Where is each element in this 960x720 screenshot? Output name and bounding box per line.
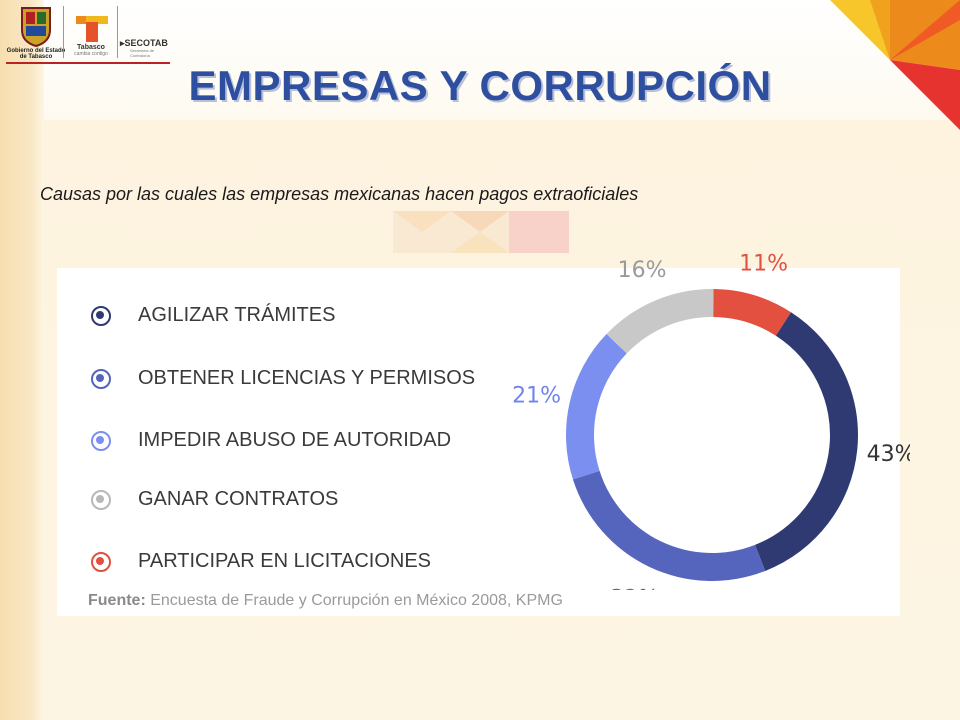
secotab-logo-sub: Secretaría de Contraloría <box>130 48 155 58</box>
donut-chart: 11% 43% 32% 21% 16% <box>512 252 910 590</box>
secotab-label: SECOTAB <box>124 38 168 48</box>
legend-label: IMPEDIR ABUSO DE AUTORIDAD <box>138 428 452 451</box>
page-title: EMPRESAS Y CORRUPCIÓN <box>188 62 772 109</box>
donut-slice <box>566 334 627 480</box>
bullet-icon <box>88 428 112 452</box>
data-label: 32% <box>610 587 659 590</box>
gov-logo: Gobierno del Estado de Tabasco <box>6 4 66 62</box>
legend-label: PARTICIPAR EN LICITACIONES <box>138 549 432 572</box>
bullet-icon <box>88 487 112 511</box>
legend-item: OBTENER LICENCIAS Y PERMISOS <box>88 363 475 393</box>
source-note: Fuente: Encuesta de Fraude y Corrupción … <box>88 592 563 610</box>
tabasco-logo-sub: cambia contigo <box>74 51 108 57</box>
logo-underline <box>6 62 170 64</box>
source-label: Fuente: <box>88 592 146 609</box>
donut-slice <box>755 312 858 571</box>
legend-item: AGILIZAR TRÁMITES <box>88 300 335 330</box>
tabasco-t-icon <box>76 16 108 42</box>
decorative-strip <box>393 211 569 253</box>
data-label: 11% <box>739 252 788 277</box>
donut-slice <box>572 470 766 581</box>
gov-shield-icon <box>21 7 51 48</box>
secotab-logo-text: ▸SECOTAB <box>120 38 168 49</box>
tabasco-logo-text: Tabasco <box>77 44 105 51</box>
gov-logo-caption: Gobierno del Estado de Tabasco <box>6 48 66 60</box>
legend-label: GANAR CONTRATOS <box>138 487 339 510</box>
logo-divider <box>117 6 118 58</box>
data-label: 16% <box>618 258 667 283</box>
bullet-icon <box>88 549 112 573</box>
source-text: Encuesta de Fraude y Corrupción en Méxic… <box>150 592 563 609</box>
donut-slice <box>606 289 714 354</box>
legend-label: OBTENER LICENCIAS Y PERMISOS <box>138 366 476 389</box>
legend-item: GANAR CONTRATOS <box>88 484 338 514</box>
bullet-icon <box>88 366 112 390</box>
corner-decoration <box>830 0 960 130</box>
header-band <box>0 0 960 120</box>
legend-item: PARTICIPAR EN LICITACIONES <box>88 546 431 576</box>
chevron-right-icon: ▸ <box>120 38 125 48</box>
legend-item: IMPEDIR ABUSO DE AUTORIDAD <box>88 425 451 455</box>
page-subtitle: Causas por las cuales las empresas mexic… <box>40 184 639 204</box>
data-label: 21% <box>512 383 561 408</box>
legend-label: AGILIZAR TRÁMITES <box>138 303 336 326</box>
logo-divider <box>63 6 64 58</box>
data-label: 43% <box>867 442 910 467</box>
donut-slice <box>713 289 792 336</box>
bullet-icon <box>88 303 112 327</box>
left-decoration <box>0 0 44 720</box>
